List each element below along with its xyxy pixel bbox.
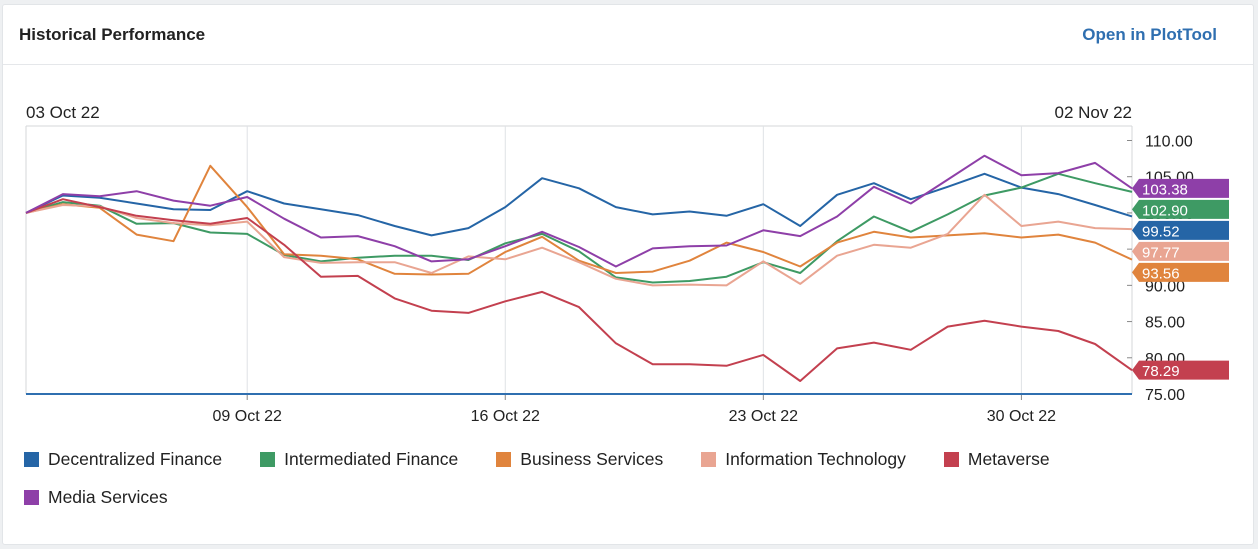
end-value-tag [1132, 262, 1229, 282]
open-in-plottool-link[interactable]: Open in PlotTool [1082, 25, 1217, 44]
legend-swatch [943, 451, 959, 467]
chart-legend: Decentralized Finance Intermediated Finan… [24, 448, 1204, 508]
legend-item[interactable]: Intermediated Finance [260, 448, 458, 470]
x-tick-label: 23 Oct 22 [729, 408, 798, 425]
series-line [25, 198, 1133, 382]
y-tick-label: 85.00 [1145, 315, 1185, 332]
series-line [25, 193, 1133, 287]
series-line [25, 172, 1133, 284]
legend-item[interactable]: Business Services [496, 448, 663, 470]
x-tick-label: 30 Oct 22 [987, 408, 1056, 425]
legend-swatch [24, 451, 39, 467]
x-tick-label: 09 Oct 22 [213, 408, 282, 425]
legend-swatch [496, 451, 512, 467]
legend-item[interactable]: Decentralized Finance [24, 448, 222, 470]
y-tick-label: 110.00 [1145, 133, 1193, 150]
legend-item[interactable]: Media Services [24, 486, 168, 508]
legend-swatch [701, 451, 717, 467]
end-value-label: 93.56 [1142, 265, 1180, 282]
end-value-label: 99.52 [1142, 223, 1180, 240]
end-value-tag [1132, 199, 1229, 219]
card-title: Historical Performance [19, 25, 206, 44]
y-tick-label: 75.00 [1145, 387, 1185, 404]
end-value-label: 103.38 [1142, 181, 1188, 198]
legend-swatch [24, 489, 39, 505]
legend-swatch [260, 451, 276, 467]
x-tick-label: 16 Oct 22 [471, 408, 540, 425]
end-value-label: 102.90 [1142, 202, 1188, 219]
legend-label: Decentralized Finance [48, 448, 223, 469]
end-value-label: 78.29 [1142, 363, 1180, 380]
legend-item[interactable]: Metaverse [943, 448, 1050, 470]
legend-label: Media Services [48, 486, 168, 507]
start-date-label: 03 Oct 22 [26, 103, 100, 122]
end-value-tag [1132, 241, 1229, 261]
legend-label: Metaverse [967, 448, 1050, 469]
end-value-tag [1132, 360, 1229, 380]
end-date-label: 02 Nov 22 [1055, 103, 1133, 122]
card-header: Historical Performance Open in PlotTool [3, 5, 1253, 65]
legend-label: Information Technology [725, 448, 906, 469]
end-value-tag [1132, 178, 1229, 198]
end-value-label: 97.77 [1142, 244, 1180, 261]
end-value-tag [1132, 220, 1229, 240]
series-line [25, 172, 1133, 237]
legend-label: Intermediated Finance [284, 448, 459, 469]
legend-item[interactable]: Information Technology [701, 448, 906, 470]
legend-label: Business Services [520, 448, 664, 469]
series-line [25, 154, 1133, 268]
y-tick-label: 90.00 [1145, 278, 1185, 295]
series-line [25, 164, 1133, 276]
historical-performance-card: Historical Performance Open in PlotTool [2, 4, 1254, 545]
